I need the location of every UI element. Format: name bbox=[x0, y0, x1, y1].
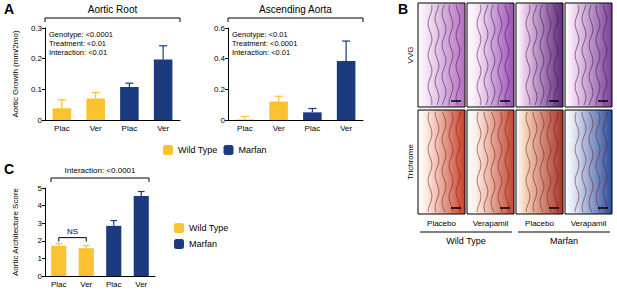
svg-text:Plac: Plac bbox=[51, 280, 67, 289]
svg-text:0: 0 bbox=[221, 116, 226, 125]
svg-text:Placebo: Placebo bbox=[427, 219, 456, 228]
svg-text:VVG: VVG bbox=[406, 47, 415, 64]
svg-text:0: 0 bbox=[38, 272, 43, 281]
svg-text:Ver: Ver bbox=[90, 124, 102, 133]
svg-text:Wild Type: Wild Type bbox=[446, 236, 485, 246]
svg-text:Ver: Ver bbox=[273, 124, 285, 133]
svg-text:Wild Type: Wild Type bbox=[178, 145, 217, 155]
svg-text:0.6: 0.6 bbox=[214, 24, 226, 33]
svg-text:Aortic Growth (mm/2mo): Aortic Growth (mm/2mo) bbox=[11, 30, 20, 117]
svg-text:B: B bbox=[398, 1, 408, 17]
svg-text:Ver: Ver bbox=[340, 124, 352, 133]
svg-text:Plac: Plac bbox=[305, 124, 321, 133]
svg-text:Placebo: Placebo bbox=[525, 219, 554, 228]
svg-text:Trichrome: Trichrome bbox=[406, 144, 415, 180]
svg-text:0.1: 0.1 bbox=[31, 85, 43, 94]
svg-text:Genotype: <0.0001: Genotype: <0.0001 bbox=[49, 30, 113, 39]
svg-text:Ver: Ver bbox=[80, 280, 92, 289]
svg-text:Marfan: Marfan bbox=[239, 145, 267, 155]
svg-text:Aortic Architecture Score: Aortic Architecture Score bbox=[11, 187, 20, 276]
svg-text:5: 5 bbox=[38, 184, 43, 193]
svg-text:NS: NS bbox=[67, 227, 78, 236]
svg-text:Plac: Plac bbox=[122, 124, 138, 133]
svg-text:3: 3 bbox=[38, 219, 43, 228]
svg-text:Plac: Plac bbox=[54, 124, 70, 133]
svg-text:A: A bbox=[4, 1, 14, 17]
svg-text:Verapamil: Verapamil bbox=[571, 219, 607, 228]
svg-text:Genotype: <0.01: Genotype: <0.01 bbox=[232, 30, 288, 39]
svg-text:Treatment: <0.01: Treatment: <0.01 bbox=[49, 39, 106, 48]
svg-text:Ver: Ver bbox=[157, 124, 169, 133]
svg-text:Ver: Ver bbox=[135, 280, 147, 289]
svg-text:0.4: 0.4 bbox=[214, 54, 226, 63]
svg-text:Marfan: Marfan bbox=[550, 236, 578, 246]
svg-text:2: 2 bbox=[38, 236, 43, 245]
svg-text:0.2: 0.2 bbox=[214, 85, 226, 94]
svg-text:Ascending Aorta: Ascending Aorta bbox=[259, 4, 332, 15]
svg-text:Interaction: <0.01: Interaction: <0.01 bbox=[232, 48, 290, 57]
svg-text:Plac: Plac bbox=[106, 280, 122, 289]
svg-text:Plac: Plac bbox=[237, 124, 253, 133]
svg-text:Verapamil: Verapamil bbox=[473, 219, 509, 228]
svg-text:1: 1 bbox=[38, 254, 43, 263]
svg-text:Aortic Root: Aortic Root bbox=[88, 4, 138, 15]
svg-text:0.2: 0.2 bbox=[31, 54, 43, 63]
svg-text:Interaction: <0.0001: Interaction: <0.0001 bbox=[65, 166, 136, 175]
svg-text:Treatment: <0.0001: Treatment: <0.0001 bbox=[232, 39, 297, 48]
svg-text:0.3: 0.3 bbox=[31, 24, 43, 33]
svg-text:Interaction: <0.01: Interaction: <0.01 bbox=[49, 48, 107, 57]
svg-text:C: C bbox=[4, 161, 14, 177]
svg-text:Wild Type: Wild Type bbox=[189, 223, 228, 233]
svg-text:4: 4 bbox=[38, 201, 43, 210]
svg-text:Marfan: Marfan bbox=[189, 239, 217, 249]
svg-text:0: 0 bbox=[38, 116, 43, 125]
